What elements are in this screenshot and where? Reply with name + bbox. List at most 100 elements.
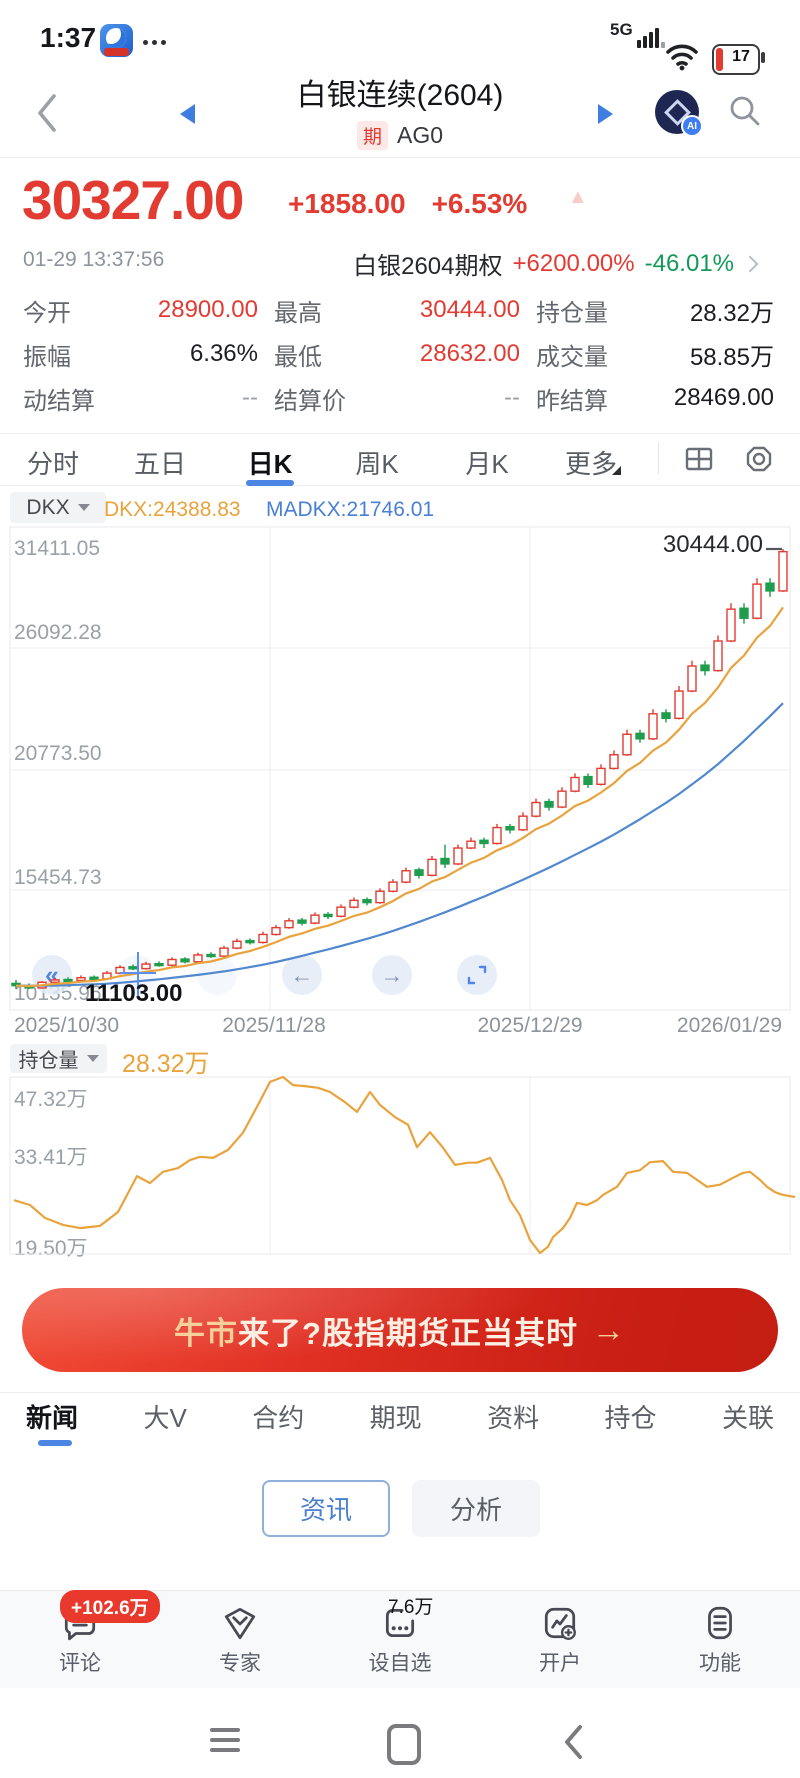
tab-more[interactable]: 更多	[564, 449, 618, 479]
back-icon[interactable]	[34, 92, 60, 134]
change-percent: +6.53%	[431, 188, 528, 219]
tab-5day[interactable]: 五日	[133, 449, 187, 479]
next-contract-icon[interactable]	[598, 104, 613, 124]
y-tick: 15454.73	[14, 866, 102, 889]
title-block: 白银连续(2604) 期 AG0	[0, 70, 800, 150]
tab-positions[interactable]: 持仓	[604, 1403, 657, 1433]
clock: 1:37	[40, 22, 97, 53]
tab-profile[interactable]: 资料	[487, 1403, 540, 1433]
jump-start-button[interactable]: «	[32, 955, 72, 995]
page-title: 白银连续(2604)	[296, 79, 504, 112]
madkx-value: MADKX:21746.01	[266, 498, 435, 521]
stat-settle: 结算价 --	[274, 384, 520, 415]
tab-monthly-k[interactable]: 月K	[465, 449, 509, 479]
ai-badge: AI	[681, 115, 703, 137]
stat-dyn-settle: 动结算 --	[23, 384, 258, 415]
nav-home-icon[interactable]	[387, 1724, 421, 1765]
related-option-row[interactable]: 白银2604期权 +6200.00% -46.01%	[353, 246, 759, 281]
tab-daily-k[interactable]: 日K	[247, 449, 293, 479]
expert-badge-icon	[224, 1607, 256, 1639]
battery-level: 17	[732, 48, 750, 65]
x-tick: 2025/11/28	[222, 1014, 326, 1037]
fullscreen-button[interactable]	[457, 955, 497, 995]
open-account-button[interactable]: 开户	[512, 1604, 608, 1677]
stat-amplitude: 振幅 6.36%	[23, 340, 258, 371]
battery-fill	[716, 48, 723, 71]
open-account-icon	[544, 1607, 576, 1640]
stat-open: 今开 28900.00	[23, 296, 258, 327]
pan-left-button[interactable]: ←	[282, 955, 322, 995]
banner-text: 牛市	[174, 1315, 239, 1351]
y-tick: 20773.50	[14, 742, 102, 765]
features-button[interactable]: 功能	[672, 1604, 768, 1677]
y-tick: 31411.05	[14, 537, 101, 560]
chevron-down-icon	[86, 1055, 99, 1062]
network-type: 5G	[610, 20, 633, 39]
price-change: +1858.00 +6.53%	[288, 188, 527, 220]
symbol-code: AG0	[396, 122, 444, 148]
watchlist-icon	[385, 1608, 415, 1637]
subtab-analysis[interactable]: 分析	[412, 1480, 540, 1537]
more-corner-icon	[612, 466, 621, 475]
add-watchlist-button[interactable]: 7.6万 设自选	[352, 1597, 448, 1677]
banner-text: 正当其时	[449, 1315, 578, 1351]
oi-current-value: 28.32万	[122, 1050, 210, 1078]
tab-related[interactable]: 关联	[721, 1403, 774, 1433]
indicator-selector[interactable]: DKX	[10, 492, 106, 523]
oi-indicator-selector[interactable]: 持仓量	[10, 1044, 107, 1073]
change-value: +1858.00	[288, 188, 406, 219]
comments-button[interactable]: +102.6万 评论	[32, 1589, 160, 1677]
experts-button[interactable]: 专家	[192, 1604, 288, 1677]
gear-icon[interactable]	[744, 444, 774, 474]
search-icon[interactable]	[726, 92, 764, 130]
promo-banner[interactable]: 牛市 来了? 股指期货 正当其时 →	[22, 1288, 778, 1372]
tab-bigv[interactable]: 大V	[143, 1403, 187, 1433]
oi-y-tick: 33.41万	[14, 1146, 88, 1169]
y-tick: 26092.28	[14, 621, 102, 644]
bottom-toolbar: +102.6万 评论 专家 7.6万 设自选	[0, 1589, 800, 1689]
stat-prev-settle: 昨结算 28469.00	[536, 384, 774, 415]
signal-icon: 5G	[610, 20, 665, 48]
arrow-right-icon: →	[591, 1311, 626, 1348]
chevron-down-icon	[77, 504, 90, 511]
quote-timestamp: 01-29 13:37:56	[23, 248, 165, 271]
related-pct-down: -46.01%	[644, 249, 734, 277]
prev-contract-icon[interactable]	[180, 104, 195, 124]
comments-count-badge: +102.6万	[60, 1589, 160, 1623]
tab-basis[interactable]: 期现	[369, 1403, 422, 1433]
oi-y-tick: 47.32万	[14, 1088, 88, 1111]
tab-contracts[interactable]: 合约	[252, 1403, 305, 1433]
pan-right-button[interactable]: →	[372, 955, 412, 995]
market-badge: 期	[356, 121, 388, 150]
x-tick: 2025/10/30	[14, 1014, 120, 1037]
app-icon	[100, 24, 133, 57]
tab-minute[interactable]: 分时	[26, 449, 80, 479]
stat-open-interest: 持仓量 28.32万	[536, 299, 774, 327]
more-icon	[143, 40, 166, 45]
ai-assistant-button[interactable]: AI	[655, 90, 703, 137]
low-price-marker: 11103.00	[85, 980, 183, 1007]
stat-low: 最低 28632.00	[274, 340, 520, 371]
stat-high: 最高 30444.00	[274, 296, 520, 327]
high-price-marker: 30444.00	[662, 531, 763, 558]
last-price: 30327.00	[22, 169, 244, 231]
active-tab-underline	[38, 1440, 72, 1446]
divider	[658, 442, 659, 474]
banner-text: 来了?	[238, 1315, 322, 1351]
tab-news[interactable]: 新闻	[26, 1403, 79, 1433]
battery-icon: 17	[712, 44, 765, 75]
stats-grid: 今开 28900.00 最高 30444.00 持仓量 28.32万 振幅 6.36% …	[23, 288, 775, 420]
grid-layout-icon[interactable]	[684, 444, 714, 474]
nav-back-icon[interactable]	[562, 1724, 584, 1760]
menu-lines-icon	[708, 1606, 732, 1639]
subtab-info[interactable]: 资讯	[262, 1480, 390, 1537]
active-tab-underline	[246, 480, 294, 486]
tab-weekly-k[interactable]: 周K	[355, 449, 399, 479]
banner-text: 股指期货	[321, 1315, 450, 1351]
related-pct-up: +6200.00%	[512, 249, 635, 277]
content-tabs: 新闻 大V 合约 期现 资料 持仓 关联	[0, 1398, 800, 1435]
expand-icon	[467, 965, 487, 985]
nav-menu-icon[interactable]	[210, 1728, 240, 1752]
